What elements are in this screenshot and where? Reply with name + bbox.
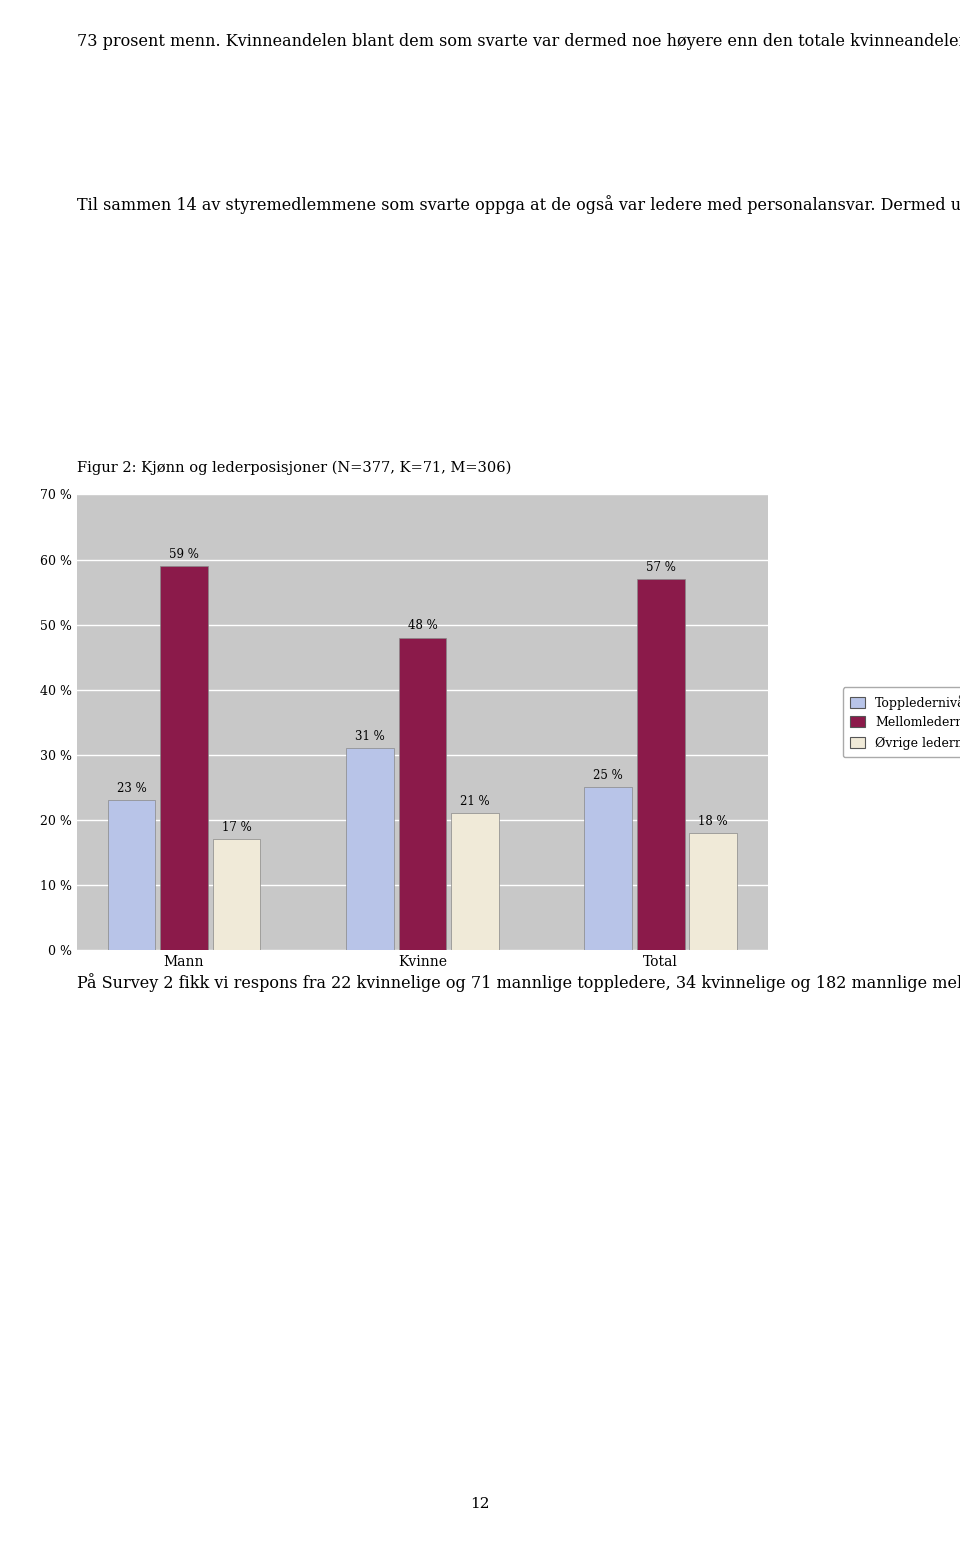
Bar: [347, 748, 394, 950]
Text: Figur 2: Kjønn og lederposisjoner (N=377, K=71, M=306): Figur 2: Kjønn og lederposisjoner (N=377…: [77, 460, 511, 474]
Text: På Survey 2 fikk vi respons fra 22 kvinnelige og 71 mannlige toppledere, 34 kvin: På Survey 2 fikk vi respons fra 22 kvinn…: [77, 973, 960, 992]
Text: 48 %: 48 %: [408, 620, 437, 632]
Bar: [451, 813, 498, 950]
Text: 18 %: 18 %: [698, 814, 728, 828]
Text: 23 %: 23 %: [117, 782, 147, 796]
Text: 12: 12: [470, 1497, 490, 1511]
Text: 31 %: 31 %: [355, 731, 385, 743]
Bar: [689, 833, 737, 950]
Text: 57 %: 57 %: [646, 561, 676, 573]
Text: 21 %: 21 %: [460, 796, 490, 808]
Text: 73 prosent menn. Kvinneandelen blant dem som svarte var dermed noe høyere enn de: 73 prosent menn. Kvinneandelen blant dem…: [77, 31, 960, 49]
Bar: [160, 565, 208, 950]
Bar: [636, 579, 684, 950]
Bar: [213, 839, 260, 950]
Bar: [108, 800, 156, 950]
Text: 59 %: 59 %: [169, 548, 199, 561]
Legend: Toppledernivå, Mellomledernivå, Øvrige ledernivå: Toppledernivå, Mellomledernivå, Øvrige l…: [843, 688, 960, 757]
Text: 25 %: 25 %: [593, 769, 623, 782]
Text: Til sammen 14 av styremedlemmene som svarte oppga at de også var ledere med pers: Til sammen 14 av styremedlemmene som sva…: [77, 195, 960, 213]
Bar: [585, 788, 632, 950]
Bar: [398, 638, 446, 950]
Text: 17 %: 17 %: [222, 822, 252, 834]
